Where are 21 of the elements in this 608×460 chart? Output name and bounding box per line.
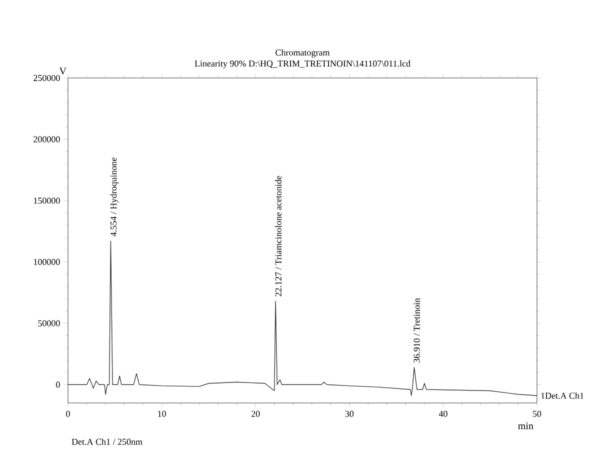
annotation: 36.910 / Tretinoin	[414, 298, 420, 362]
annotation: 4.554 / Hydroquinone	[110, 158, 118, 236]
x-tick-label: 30	[345, 410, 354, 417]
x-tick-label: 20	[251, 410, 260, 417]
y-tick-label: 100000	[34, 258, 60, 265]
y-tick-label: 250000	[34, 74, 60, 82]
x-tick-label: 0	[66, 410, 70, 417]
x-axis-title: min	[518, 422, 534, 430]
y-tick-label: 150000	[34, 198, 60, 204]
text: Det.A Ch1 / 250nm	[72, 438, 142, 445]
y-tick-label: 200000	[34, 136, 60, 142]
chart-title: Chromatogram	[276, 49, 330, 58]
y-tick-label: 0	[56, 382, 60, 388]
y-axis-title: V	[59, 68, 66, 74]
annotation: 1Det.A Ch1	[541, 392, 584, 399]
annotation: 22.127 / Triamcinolone acetonide	[275, 176, 282, 296]
y-tick-label: 50000	[38, 320, 60, 326]
x-tick-label: 40	[438, 410, 448, 417]
chart-subtitle: Linearity 90% D:\HQ_TRIM_TRETINOIN\141107\011.lcd	[194, 60, 410, 68]
x-tick-label: 50	[533, 410, 542, 417]
x-tick-label: 10	[158, 410, 166, 417]
